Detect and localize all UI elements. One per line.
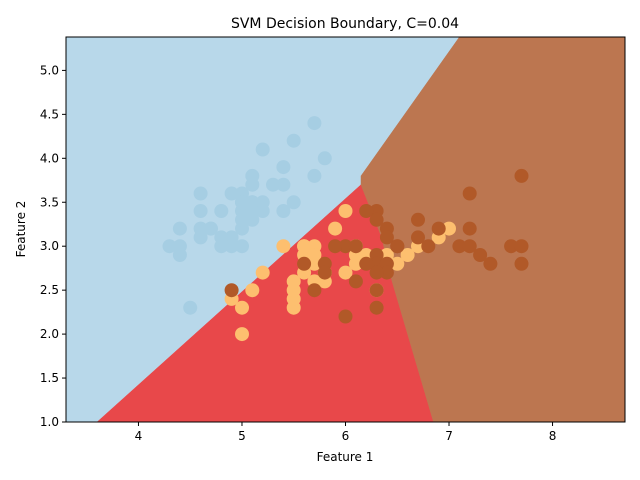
y-tick-label: 4.5 xyxy=(40,107,59,121)
data-point-class-2 xyxy=(514,239,529,254)
data-point-class-0 xyxy=(307,168,322,183)
data-point-class-0 xyxy=(162,239,177,254)
data-point-class-1 xyxy=(255,265,270,280)
y-tick-label: 2.5 xyxy=(40,283,59,297)
x-axis: 4 5 6 7 8 xyxy=(135,422,557,443)
data-point-class-2 xyxy=(369,212,384,227)
data-point-class-2 xyxy=(348,239,363,254)
x-tick-label: 7 xyxy=(445,429,453,443)
data-point-class-2 xyxy=(473,248,488,262)
data-point-class-0 xyxy=(193,204,208,218)
data-point-class-0 xyxy=(286,195,301,210)
data-point-class-2 xyxy=(379,265,394,280)
data-point-class-0 xyxy=(172,221,187,236)
data-point-class-1 xyxy=(235,327,249,342)
data-point-class-2 xyxy=(462,239,477,254)
data-point-class-1 xyxy=(338,265,353,280)
data-point-class-2 xyxy=(421,239,436,254)
data-point-class-2 xyxy=(369,283,384,298)
data-point-class-0 xyxy=(245,177,260,192)
data-point-class-2 xyxy=(452,239,467,254)
data-point-class-2 xyxy=(317,265,332,280)
data-point-class-2 xyxy=(338,239,353,254)
y-tick-label: 2.0 xyxy=(40,327,59,341)
data-point-class-2 xyxy=(462,186,477,201)
data-point-class-1 xyxy=(276,239,291,254)
data-point-class-0 xyxy=(276,160,291,175)
data-point-class-0 xyxy=(255,142,270,157)
y-tick-label: 1.5 xyxy=(40,371,59,385)
data-point-class-0 xyxy=(172,239,187,254)
decision-region-class-2 xyxy=(360,37,625,422)
data-point-class-1 xyxy=(245,283,260,298)
x-axis-title: Feature 1 xyxy=(317,450,374,464)
data-point-class-2 xyxy=(338,309,353,324)
data-point-class-2 xyxy=(504,239,519,254)
data-point-class-2 xyxy=(514,256,529,271)
data-point-class-0 xyxy=(266,177,280,192)
data-point-class-2 xyxy=(359,256,374,271)
data-point-class-0 xyxy=(286,133,301,148)
data-point-class-2 xyxy=(297,256,312,271)
data-point-class-0 xyxy=(235,239,249,254)
data-point-class-1 xyxy=(442,221,456,236)
data-point-class-0 xyxy=(245,195,260,210)
data-point-class-2 xyxy=(390,239,405,254)
data-point-class-2 xyxy=(348,274,363,289)
data-point-class-0 xyxy=(276,177,291,192)
data-point-class-2 xyxy=(514,168,529,183)
data-point-class-0 xyxy=(193,186,208,201)
data-point-class-1 xyxy=(328,221,343,236)
y-tick-label: 3.0 xyxy=(40,239,59,253)
data-point-class-0 xyxy=(307,116,322,131)
chart-title: SVM Decision Boundary, C=0.04 xyxy=(231,16,459,32)
data-point-class-2 xyxy=(462,221,477,236)
data-point-class-2 xyxy=(224,283,239,298)
data-point-class-0 xyxy=(183,300,198,315)
data-point-class-1 xyxy=(297,239,312,254)
data-point-class-1 xyxy=(400,248,415,262)
data-point-class-0 xyxy=(214,230,229,245)
data-point-class-2 xyxy=(411,230,425,245)
y-tick-label: 5.0 xyxy=(40,63,59,77)
data-point-class-2 xyxy=(431,221,446,236)
data-point-class-1 xyxy=(390,256,405,271)
data-point-class-2 xyxy=(369,265,384,280)
data-point-class-2 xyxy=(359,204,374,218)
data-point-class-0 xyxy=(224,230,239,245)
x-tick-label: 5 xyxy=(238,429,246,443)
data-point-class-2 xyxy=(411,212,425,227)
x-tick-label: 6 xyxy=(342,429,350,443)
data-point-class-2 xyxy=(379,230,394,245)
data-point-class-2 xyxy=(369,300,384,315)
data-point-class-0 xyxy=(214,204,229,218)
data-point-class-2 xyxy=(307,283,322,298)
y-tick-label: 1.0 xyxy=(40,415,59,429)
y-tick-label: 3.5 xyxy=(40,195,59,209)
x-tick-label: 8 xyxy=(549,429,557,443)
data-point-class-0 xyxy=(193,221,208,236)
data-point-class-1 xyxy=(338,204,353,218)
decision-regions xyxy=(66,37,625,422)
data-point-class-2 xyxy=(483,256,498,271)
scatter-points xyxy=(162,116,529,342)
data-point-class-0 xyxy=(235,212,249,227)
data-point-class-0 xyxy=(235,195,249,210)
data-point-class-1 xyxy=(235,300,249,315)
data-point-class-1 xyxy=(307,248,322,262)
x-tick-label: 4 xyxy=(135,429,143,443)
y-tick-label: 4.0 xyxy=(40,151,59,165)
data-point-class-1 xyxy=(286,274,301,289)
data-point-class-2 xyxy=(328,239,343,254)
data-point-class-0 xyxy=(276,204,291,218)
data-point-class-0 xyxy=(255,204,270,218)
data-point-class-0 xyxy=(317,151,332,166)
y-axis-title: Feature 2 xyxy=(14,201,28,258)
data-point-class-0 xyxy=(224,186,239,201)
y-axis: 1.0 1.5 2.0 2.5 3.0 3.5 4.0 4.5 5.0 xyxy=(40,63,66,429)
data-point-class-0 xyxy=(203,221,218,236)
